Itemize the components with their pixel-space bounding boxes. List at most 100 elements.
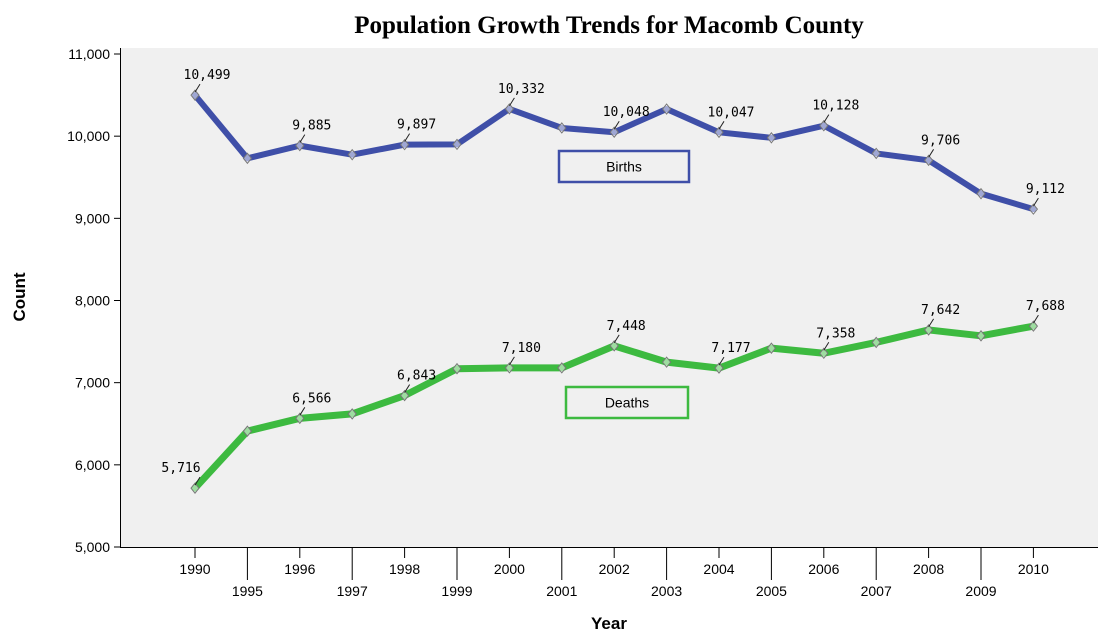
- data-label-leader: [299, 134, 306, 143]
- y-tick-label: 8,000: [75, 293, 110, 309]
- data-label: 6,566: [292, 391, 331, 406]
- data-point-marker: [347, 148, 357, 161]
- x-tick-label: 2002: [599, 561, 630, 577]
- x-tick-label: 1995: [232, 583, 263, 599]
- x-axis-title: Year: [591, 614, 627, 633]
- data-label: 7,358: [816, 326, 855, 341]
- data-point-marker: [766, 342, 777, 354]
- x-tick-label: 1997: [337, 583, 368, 599]
- y-axis-ticks: 5,000 6,000 7,000 8,000 9,000 10,000 11,000: [67, 46, 121, 555]
- data-point-marker: [609, 340, 619, 352]
- legend-box-births: [557, 149, 691, 184]
- x-tick-label: 2006: [808, 561, 839, 577]
- data-label: 9,112: [1026, 182, 1065, 197]
- data-point-marker: [923, 324, 934, 336]
- chart-title: Population Growth Trends for Macomb Coun…: [354, 12, 864, 39]
- x-tick-label: 2007: [861, 583, 892, 599]
- data-point-marker: [190, 89, 200, 101]
- data-label: 7,180: [502, 341, 541, 356]
- data-labels-layer: 10,499 9,885 9,897 10,332 10,048 10,047 10,128…: [161, 68, 1065, 486]
- data-point-marker: [399, 138, 410, 151]
- data-point-marker: [871, 336, 881, 349]
- data-label-leader: [613, 334, 620, 344]
- x-tick-label: 1990: [179, 561, 210, 577]
- data-label-leader: [404, 133, 411, 142]
- y-tick-label: 7,000: [75, 375, 110, 391]
- data-label-leader: [1032, 197, 1039, 207]
- y-tick-label: 11,000: [68, 46, 110, 62]
- data-label-leader: [1032, 314, 1039, 324]
- data-label-leader: [508, 356, 515, 366]
- x-tick-label: 1996: [284, 561, 315, 577]
- x-tick-label: 2008: [913, 561, 944, 577]
- data-point-marker: [923, 154, 934, 167]
- data-label: 7,642: [921, 303, 960, 318]
- x-axis-ticks: 1990 1995 1996 1997 1998 1999 2000 2001 2002 2003…: [179, 547, 1049, 599]
- data-point-marker: [714, 126, 724, 139]
- x-tick-label: 2004: [703, 561, 734, 577]
- data-point-marker: [819, 119, 829, 132]
- y-axis-title: Count: [10, 272, 29, 321]
- data-label: 7,177: [711, 341, 750, 356]
- data-label-leader: [508, 97, 515, 107]
- x-tick-label: 2010: [1018, 561, 1049, 577]
- data-label-leader: [928, 149, 935, 158]
- data-point-marker: [295, 139, 305, 152]
- data-label-leader: [823, 341, 830, 351]
- y-tick-label: 10,000: [67, 128, 110, 144]
- x-tick-label: 2005: [756, 583, 787, 599]
- data-label-leader: [194, 83, 201, 93]
- data-label: 10,128: [812, 99, 859, 114]
- data-point-marker: [1028, 203, 1039, 215]
- data-label: 10,047: [708, 105, 755, 120]
- y-tick-label: 6,000: [75, 457, 110, 473]
- data-label-leader: [194, 476, 201, 486]
- y-tick-label: 9,000: [75, 210, 110, 226]
- data-label: 5,716: [161, 461, 200, 476]
- data-point-marker: [399, 389, 410, 402]
- series-layer: [190, 89, 1039, 494]
- data-label-leader: [718, 121, 725, 130]
- legend-label-deaths: Deaths: [605, 395, 649, 411]
- data-label: 6,843: [397, 369, 436, 384]
- data-point-marker: [976, 330, 986, 342]
- x-tick-label: 1998: [389, 561, 420, 577]
- data-point-marker: [242, 152, 253, 165]
- legend: Births Deaths: [557, 149, 691, 420]
- data-point-marker: [1028, 320, 1039, 332]
- data-point-marker: [190, 482, 200, 494]
- data-point-marker: [295, 412, 305, 425]
- x-tick-label: 2009: [965, 583, 996, 599]
- data-point-marker: [504, 103, 515, 115]
- plot-area: [121, 48, 1098, 547]
- data-label: 9,885: [292, 119, 331, 134]
- data-point-marker: [661, 356, 672, 368]
- data-point-marker: [819, 347, 829, 360]
- data-label: 7,688: [1026, 299, 1065, 314]
- data-point-marker: [714, 362, 724, 374]
- data-point-marker: [504, 362, 515, 374]
- x-tick-label: 2000: [494, 561, 525, 577]
- legend-box-deaths: [564, 385, 690, 420]
- data-point-marker: [557, 122, 567, 134]
- data-point-marker: [347, 408, 357, 420]
- data-label-leader: [299, 407, 306, 416]
- legend-label-births: Births: [606, 159, 642, 175]
- data-label-leader: [928, 318, 935, 328]
- data-point-marker: [452, 138, 462, 151]
- data-point-marker: [609, 126, 619, 139]
- data-point-marker: [976, 187, 986, 200]
- y-tick-label: 5,000: [75, 539, 110, 555]
- data-label-leader: [404, 384, 411, 393]
- x-tick-label: 2001: [546, 583, 577, 599]
- data-point-marker: [871, 147, 881, 160]
- data-point-marker: [661, 103, 672, 115]
- data-label: 9,897: [397, 118, 436, 133]
- data-label: 10,332: [498, 82, 545, 97]
- data-label-leader: [718, 356, 725, 366]
- data-label: 7,448: [607, 319, 646, 334]
- data-point-marker: [557, 362, 567, 374]
- data-point-marker: [452, 362, 462, 375]
- data-label-leader: [613, 120, 620, 130]
